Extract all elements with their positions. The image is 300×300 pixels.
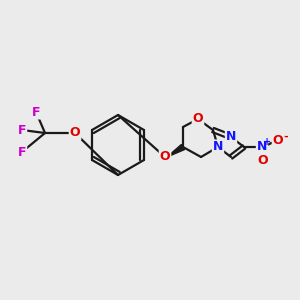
Text: N: N <box>257 140 267 154</box>
Text: F: F <box>18 146 26 158</box>
Text: O: O <box>70 127 80 140</box>
Polygon shape <box>167 145 184 157</box>
Text: O: O <box>160 151 170 164</box>
Text: N: N <box>226 130 236 143</box>
Text: O: O <box>273 134 283 146</box>
Text: N: N <box>213 140 223 154</box>
Text: F: F <box>18 124 26 136</box>
Text: O: O <box>193 112 203 125</box>
Text: F: F <box>32 106 40 118</box>
Text: O: O <box>258 154 268 167</box>
Text: +: + <box>263 137 271 147</box>
Text: -: - <box>284 132 288 142</box>
